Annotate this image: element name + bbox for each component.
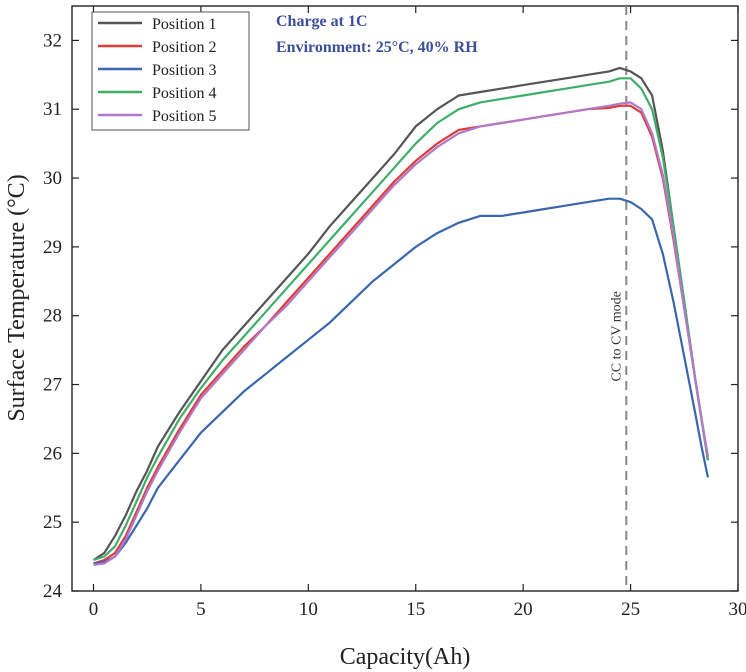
annotation-charge: Charge at 1C: [276, 13, 368, 30]
annotation-environment: Environment: 25°C, 40% RH: [276, 39, 478, 56]
legend-items: Position 1 Position 2 Position 3 Position 4…: [98, 16, 216, 125]
cc-cv-label: CC to CV mode: [609, 291, 624, 381]
y-tick-label: 29: [43, 237, 62, 258]
legend-label: Position 1: [152, 16, 216, 33]
legend-label: Position 5: [152, 108, 216, 125]
legend-label: Position 2: [152, 39, 216, 56]
series-line-position-3: [93, 197, 709, 565]
series-line-position-5: [93, 101, 709, 566]
y-tick-label: 27: [43, 375, 62, 396]
legend-label: Position 3: [152, 62, 216, 79]
y-tick-label: 25: [43, 512, 62, 533]
x-tick-label: 25: [621, 599, 640, 620]
x-axis-title: Capacity(Ah): [340, 644, 471, 670]
x-tick-label: 15: [406, 599, 425, 620]
legend-label: Position 4: [152, 85, 216, 102]
y-tick-label: 24: [43, 581, 63, 602]
y-axis-title: Surface Temperature (°C): [4, 174, 30, 421]
plot-frame: [71, 5, 739, 592]
x-tick-label: 30: [729, 599, 746, 620]
x-tick-label: 20: [514, 599, 533, 620]
y-tick-label: 31: [43, 99, 62, 120]
series-line-position-2: [93, 104, 709, 565]
x-tick-label: 10: [299, 599, 318, 620]
y-tick-label: 26: [43, 443, 62, 464]
legend-box: [91, 11, 250, 131]
y-tick-label: 32: [43, 30, 62, 51]
series-lines: [92, 66, 709, 566]
x-tick-label: 0: [89, 599, 99, 620]
axis-ticks: 0 5 10 15 20 25 30 24 25 26 27 28 29 30 31 32: [43, 6, 746, 620]
series-line-position-1: [92, 66, 709, 561]
y-tick-label: 30: [43, 168, 62, 189]
series-line-position-4: [93, 77, 709, 562]
cc-to-cv-marker: CC to CV mode: [609, 6, 628, 591]
legend: Position 1 Position 2 Position 3 Position 4…: [91, 11, 250, 131]
x-tick-label: 5: [196, 599, 206, 620]
y-tick-label: 28: [43, 306, 62, 327]
